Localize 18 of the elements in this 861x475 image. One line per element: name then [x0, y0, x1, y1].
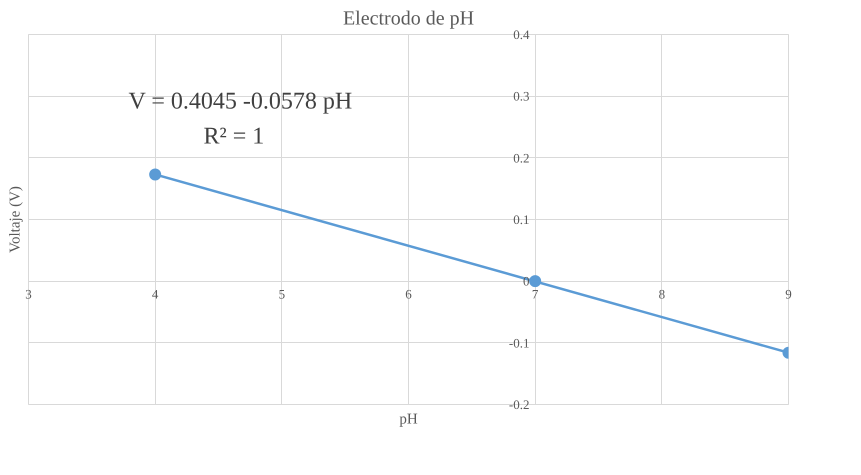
y-axis-title: Voltaje (V): [8, 186, 24, 253]
x-tick-label: 6: [405, 286, 412, 302]
annotation: R² = 1: [204, 124, 264, 150]
y-tick-label: 0.4: [513, 27, 530, 42]
x-tick-label: 8: [658, 286, 666, 302]
y-tick-label: 0.1: [513, 212, 530, 227]
x-tick-label: 5: [278, 286, 286, 302]
x-tick-label: 7: [532, 286, 539, 302]
y-tick-label: -0.2: [508, 397, 530, 412]
y-tick-label: 0.3: [513, 88, 530, 104]
y-tick-label: -0.1: [508, 335, 530, 350]
x-tick-label: 4: [152, 286, 159, 302]
x-tick-label: 9: [785, 286, 792, 302]
chart-title: Electrodo de pH: [342, 8, 474, 30]
annotation: V = 0.4045 -0.0578 pH: [128, 88, 352, 114]
x-tick-label: 3: [25, 286, 32, 302]
y-tick-label: 0.2: [513, 150, 530, 166]
x-axis-title: pH: [399, 412, 418, 428]
